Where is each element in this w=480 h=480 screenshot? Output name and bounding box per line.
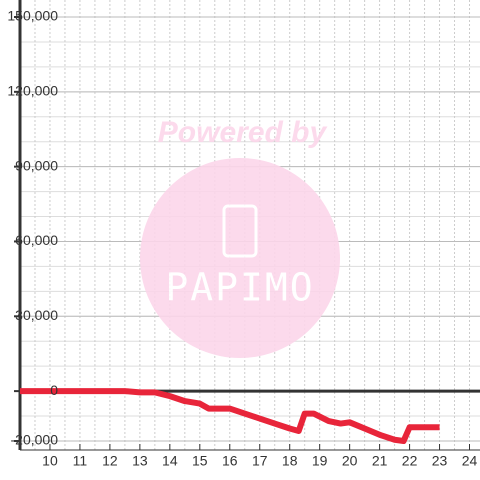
x-tick-label: 19 xyxy=(312,453,328,469)
x-tick-label: 17 xyxy=(252,453,268,469)
x-tick-label: 14 xyxy=(162,453,178,469)
x-tick-label: 10 xyxy=(42,453,58,469)
y-tick-label: 30,000 xyxy=(15,307,58,323)
x-tick-label: 22 xyxy=(402,453,418,469)
y-tick-label: 90,000 xyxy=(15,157,58,173)
y-tick-label: 150,000 xyxy=(7,8,58,24)
x-tick-label: 13 xyxy=(132,453,148,469)
x-tick-label: 12 xyxy=(102,453,118,469)
x-tick-label: 21 xyxy=(372,453,388,469)
line-series xyxy=(20,388,440,444)
y-tick-label: 120,000 xyxy=(7,83,58,99)
phone-icon xyxy=(222,204,258,258)
x-tick-label: 18 xyxy=(282,453,298,469)
plot xyxy=(20,388,440,444)
y-tick-label: -20,000 xyxy=(11,432,59,448)
x-tick-label: 11 xyxy=(73,453,88,469)
watermark: Powered by PAPIMO xyxy=(140,116,340,358)
x-tick-label: 20 xyxy=(342,453,358,469)
y-tick-label: 0 xyxy=(50,382,58,398)
x-tick-label: 16 xyxy=(222,453,238,469)
y-tick-label: 60,000 xyxy=(15,232,58,248)
watermark-brand: PAPIMO xyxy=(165,266,314,310)
x-tick-label: 15 xyxy=(192,453,208,469)
x-tick-label: 24 xyxy=(462,453,478,469)
x-tick-label: 23 xyxy=(432,453,448,469)
watermark-title: Powered by xyxy=(158,116,328,149)
watermark-circle xyxy=(140,158,340,358)
